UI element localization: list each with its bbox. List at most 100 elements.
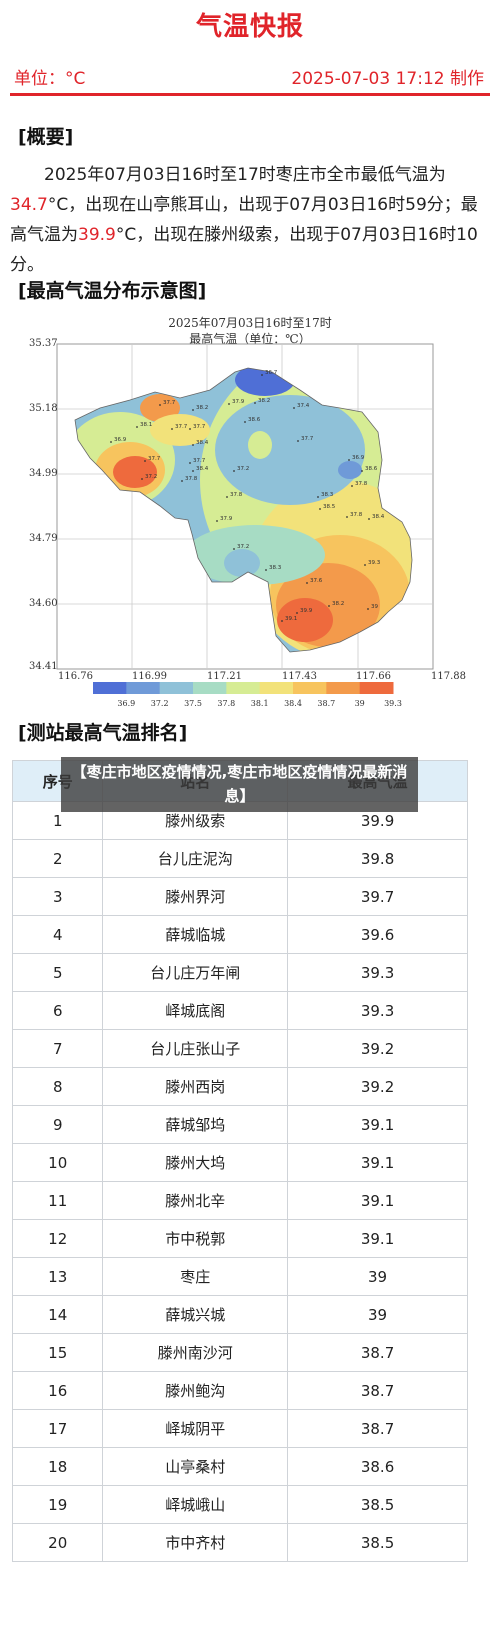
station-labels: 36.7 38.2 37.9 38.2 37.4 37.7 38.1 37.7 37.7 36.9… (110, 370, 385, 622)
made-time: 2025-07-03 17:12 制作 (291, 69, 484, 89)
station-dot (281, 620, 283, 622)
station-cell: 台儿庄泥沟 (102, 839, 289, 878)
map-title-line2: 最高气温（单位：℃） (189, 332, 311, 346)
station-dot (226, 496, 228, 498)
station-cell: 台儿庄张山子 (102, 1029, 289, 1068)
rank-cell: 20 (11, 1523, 104, 1562)
legend-swatch (93, 682, 127, 694)
table-row: 19 峄城峨山 38.5 (11, 1485, 468, 1524)
unit-label: 单位：°C (14, 69, 86, 89)
max-temp-cell: 38.5 (287, 1485, 468, 1524)
y-tick-label: 35.37 (29, 338, 58, 349)
station-cell: 薛城兴城 (102, 1295, 289, 1334)
station-dot (159, 404, 161, 406)
legend-label: 38.1 (251, 699, 269, 708)
table-row: 11 滕州北辛 39.1 (11, 1181, 468, 1220)
summary-text-1: 2025年07月03日16时至17时枣庄市全市最低气温为 (44, 165, 446, 185)
legend-label: 37.2 (151, 699, 169, 708)
legend-swatch (259, 682, 294, 694)
station-value: 37.7 (193, 458, 206, 464)
max-temp-cell: 39.1 (287, 1143, 468, 1182)
station-cell: 台儿庄万年闸 (102, 953, 289, 992)
legend-label: 38.7 (317, 699, 335, 708)
rank-cell: 6 (11, 991, 104, 1030)
station-value: 37.7 (148, 456, 161, 462)
station-dot (367, 608, 369, 610)
station-value: 38.3 (269, 565, 282, 571)
station-value: 38.2 (258, 398, 270, 404)
table-row: 14 薛城兴城 39 (11, 1295, 468, 1334)
legend-label: 39.3 (384, 699, 402, 708)
station-cell: 市中齐村 (102, 1523, 289, 1562)
station-dot (189, 428, 191, 430)
ranking-heading: [测站最高气温排名] (18, 722, 188, 744)
station-dot (346, 516, 348, 518)
station-dot (364, 564, 366, 566)
station-dot (293, 407, 295, 409)
table-row: 4 薛城临城 39.6 (11, 915, 468, 954)
station-value: 37.2 (237, 466, 249, 472)
table-row: 8 滕州西岗 39.2 (11, 1067, 468, 1106)
legend-label: 37.8 (217, 699, 235, 708)
station-cell: 滕州南沙河 (102, 1333, 289, 1372)
table-row: 16 滕州鲍沟 38.7 (11, 1371, 468, 1410)
max-temp-cell: 39.6 (287, 915, 468, 954)
station-value: 37.8 (355, 481, 368, 487)
table-row: 7 台儿庄张山子 39.2 (11, 1029, 468, 1068)
max-temp-cell: 38.7 (287, 1371, 468, 1410)
station-value: 39.9 (300, 608, 313, 614)
max-temp-cell: 39.3 (287, 953, 468, 992)
rank-cell: 4 (11, 915, 104, 954)
station-dot (319, 508, 321, 510)
station-cell: 滕州西岗 (102, 1067, 289, 1106)
rank-cell: 9 (11, 1105, 104, 1144)
max-temp-cell: 39.8 (287, 839, 468, 878)
station-value: 38.3 (321, 492, 334, 498)
header-divider (10, 93, 490, 96)
station-dot (192, 444, 194, 446)
overlay-banner[interactable]: 【枣庄市地区疫情情况,枣庄市地区疫情情况最新消息】 (61, 757, 418, 812)
rank-cell: 14 (11, 1295, 104, 1334)
rank-cell: 3 (11, 877, 104, 916)
station-value: 38.5 (323, 504, 336, 510)
rank-cell: 8 (11, 1067, 104, 1106)
max-temp-value: 39.9 (78, 225, 116, 245)
station-value: 37.9 (232, 399, 245, 405)
station-cell: 滕州界河 (102, 877, 289, 916)
table-row: 12 市中税郭 39.1 (11, 1219, 468, 1258)
table-row: 17 峄城阴平 38.7 (11, 1409, 468, 1448)
map-title-line1: 2025年07月03日16时至17时 (168, 316, 332, 330)
legend-label: 38.4 (284, 699, 302, 708)
legend-label: 36.9 (117, 699, 135, 708)
station-dot (189, 462, 191, 464)
station-value: 37.6 (310, 578, 323, 584)
max-temp-cell: 38.7 (287, 1409, 468, 1448)
summary-text-3: °C，出现在滕州级索，出现于07月03日16时10分。 (10, 225, 478, 275)
x-tick-label: 116.76 (58, 671, 93, 682)
station-cell: 薛城临城 (102, 915, 289, 954)
max-temp-cell: 39.2 (287, 1067, 468, 1106)
legend-swatch (159, 682, 194, 694)
station-dot (233, 470, 235, 472)
station-dot (110, 441, 112, 443)
station-dot (368, 518, 370, 520)
rank-cell: 18 (11, 1447, 104, 1486)
station-dot (351, 485, 353, 487)
station-value: 37.7 (163, 400, 176, 406)
page-title: 气温快报 (195, 12, 304, 42)
station-dot (328, 605, 330, 607)
station-dot (216, 520, 218, 522)
x-tick-label: 117.88 (431, 671, 466, 682)
station-value: 37.9 (220, 516, 233, 522)
summary-text: 2025年07月03日16时至17时枣庄市全市最低气温为 34.7°C，出现在山亭… (10, 160, 488, 280)
station-value: 37.4 (297, 403, 310, 409)
summary-heading: [概要] (18, 126, 74, 148)
station-value: 38.1 (140, 422, 152, 428)
y-tick-label: 34.99 (29, 468, 58, 479)
legend-swatch (126, 682, 161, 694)
station-dot (192, 409, 194, 411)
legend-swatch (226, 682, 261, 694)
station-cell: 滕州鲍沟 (102, 1371, 289, 1410)
map-svg: 36.7 38.2 37.9 38.2 37.4 37.7 38.1 37.7 37.7 36.9… (56, 343, 434, 708)
station-value: 37.7 (175, 424, 188, 430)
